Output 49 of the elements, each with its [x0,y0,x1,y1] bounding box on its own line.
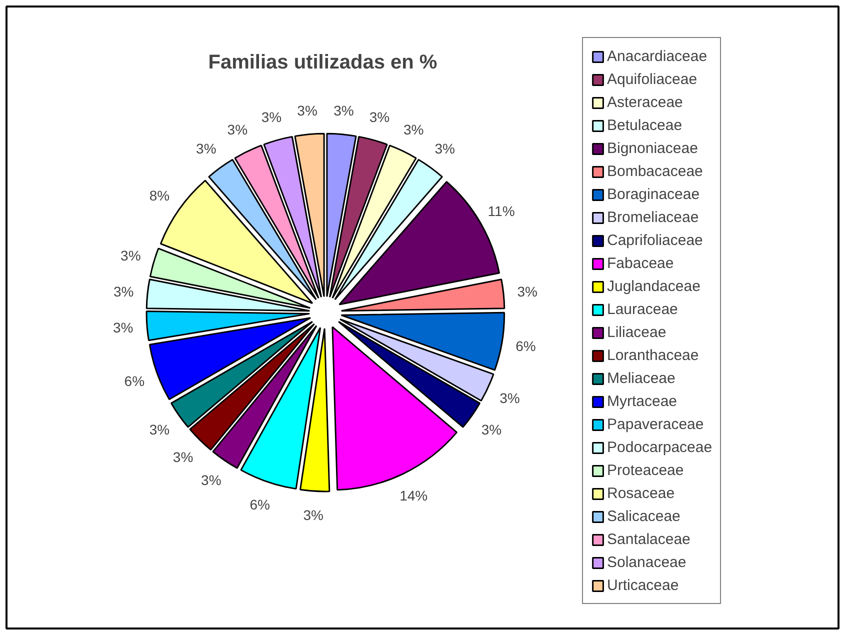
data-label: 3% [227,122,248,138]
legend-label: Lauraceae [607,300,678,319]
data-label: 6% [516,338,536,354]
data-label: 3% [517,283,538,300]
data-label: 3% [149,421,170,438]
legend-label: Salicaceae [607,506,680,526]
legend-label: Proteaceae [607,460,684,480]
legend-label: Fabaceae [607,254,674,273]
data-label: 6% [250,496,270,513]
data-label: 3% [334,102,354,118]
legend-label: Solanaceae [607,552,686,572]
data-label: 3% [201,472,222,488]
data-label: 3% [303,507,324,524]
data-label: 6% [124,372,145,389]
legend-label: Papaveraceae [607,414,704,434]
legend-label: Bombacaceae [607,162,703,181]
data-label: 11% [488,203,515,219]
legend-label: Juglandaceae [607,276,700,296]
legend-label: Rosaceae [607,484,675,503]
data-label: 3% [120,248,141,264]
data-label: 3% [481,421,502,438]
data-label: 14% [400,487,428,504]
legend-label: Meliaceae [607,368,676,388]
legend-label: Asteraceae [607,92,683,112]
data-label: 3% [369,108,390,125]
legend-label: Caprifoliaceae [607,230,703,250]
legend-label: Bromeliaceae [607,208,699,227]
legend-label: Myrtaceae [607,392,678,411]
legend-label: Liliaceae [607,322,666,342]
data-label: 3% [434,140,455,156]
legend-label: Betulaceae [607,116,682,135]
legend-label: Santalaceae [607,530,690,549]
legend-label: Bignoniaceae [607,138,698,158]
data-label: 3% [500,390,520,406]
legend-label: Loranthaceae [607,346,699,365]
legend-label: Anacardiaceae [607,46,708,66]
data-label: 3% [196,140,216,156]
data-label: 8% [149,188,170,204]
legend-label: Boraginaceae [607,184,700,204]
legend-label: Aquifoliaceae [607,70,698,89]
data-label: 3% [297,102,318,118]
data-label: 3% [112,320,134,336]
data-label: 3% [113,283,134,300]
legend-label: Podocarpaceae [607,438,712,457]
data-label: 3% [403,122,424,138]
text: Familias utilizadas en % [208,52,438,74]
data-label: 3% [172,449,194,466]
data-label: 3% [261,108,282,125]
legend-label: Urticaceae [607,576,679,595]
